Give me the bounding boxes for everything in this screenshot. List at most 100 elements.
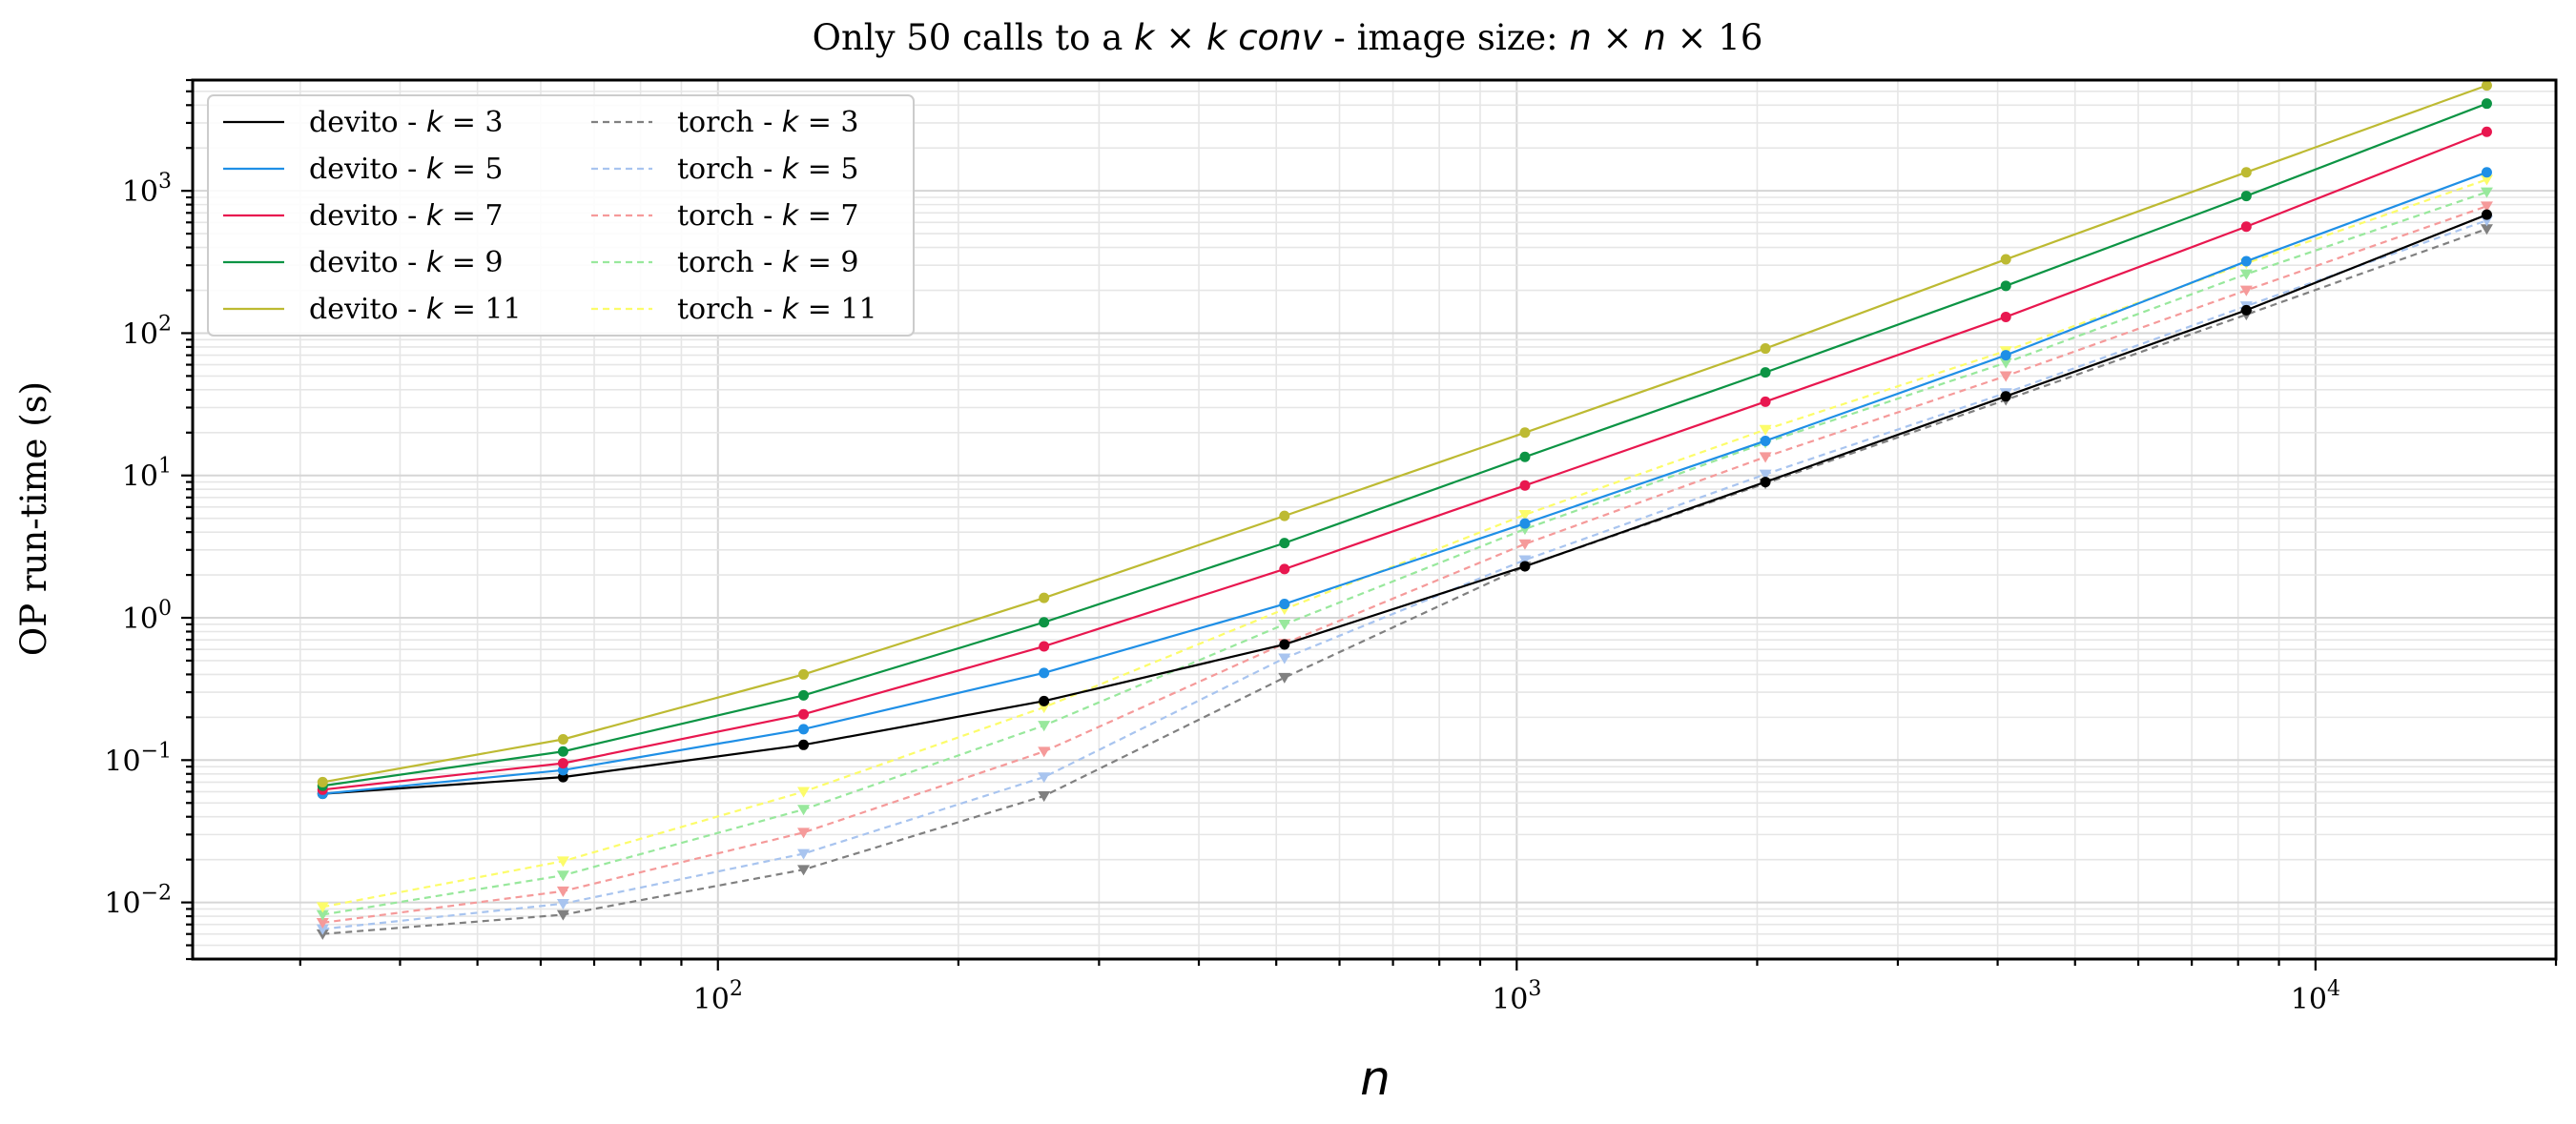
data-point: [2000, 254, 2011, 265]
series-line: [322, 191, 2487, 916]
data-point: [1519, 518, 1531, 529]
x-tick-label: 102: [693, 977, 743, 1016]
data-point: [2239, 285, 2253, 296]
x-axis-label: n: [1360, 1051, 1391, 1106]
data-point: [2481, 126, 2492, 137]
data-point: [1760, 343, 1771, 355]
data-point: [1038, 772, 1051, 784]
legend-label: torch - k = 3: [677, 106, 858, 139]
data-point: [316, 924, 329, 935]
data-point: [2481, 209, 2492, 220]
y-tick-label: 101: [122, 455, 172, 494]
data-point: [1278, 653, 1291, 664]
data-point: [1279, 538, 1290, 549]
legend-item: torch - k = 5: [591, 153, 858, 186]
legend-item: torch - k = 11: [591, 293, 877, 326]
y-tick-label: 102: [122, 312, 172, 351]
data-point: [2239, 269, 2253, 280]
series-line: [322, 131, 2487, 791]
data-point: [1519, 480, 1531, 491]
data-point: [1039, 641, 1050, 652]
series-line: [322, 102, 2487, 787]
data-point: [556, 886, 569, 897]
series-line: [322, 205, 2487, 924]
data-point: [1760, 477, 1771, 488]
legend-label: devito - k = 9: [309, 246, 504, 279]
legend-label: devito - k = 7: [309, 199, 504, 233]
axes: 102 103 104 10−2 10−1 100 101 102 103: [104, 78, 2558, 1016]
x-tick-label: 103: [1492, 977, 1541, 1016]
y-tick-label: 103: [122, 170, 172, 209]
data-point: [1038, 703, 1051, 714]
legend: devito - k = 3 devito - k = 5 devito - k =…: [207, 94, 915, 337]
series-torch-k-11: [316, 174, 2493, 913]
series-line: [322, 178, 2487, 909]
chart-title: Only 50 calls to a k × k conv - image si…: [813, 17, 1763, 58]
data-point: [1760, 367, 1771, 378]
legend-label: torch - k = 11: [677, 293, 877, 326]
series-torch-k-7: [316, 201, 2493, 930]
data-point: [1760, 435, 1771, 446]
legend-item: devito - k = 11: [223, 293, 522, 326]
y-tick-label: 100: [122, 597, 172, 636]
data-point: [1039, 592, 1050, 603]
data-point: [316, 909, 329, 921]
data-point: [2240, 221, 2252, 233]
data-point: [1038, 721, 1051, 732]
series-torch-k-5: [316, 215, 2493, 935]
data-point: [556, 899, 569, 910]
data-point: [556, 909, 569, 921]
data-point: [1518, 539, 1532, 550]
series-devito-k-5: [317, 167, 2492, 800]
data-point: [1279, 510, 1290, 521]
data-point: [2240, 255, 2252, 267]
data-point: [2240, 304, 2252, 316]
data-point: [557, 758, 568, 769]
data-point: [1760, 396, 1771, 407]
data-point: [2480, 224, 2493, 235]
grid-lines: [193, 79, 2557, 960]
data-point: [2481, 98, 2492, 110]
data-point: [1038, 746, 1051, 758]
legend-label: devito - k = 11: [309, 293, 522, 326]
data-point: [797, 787, 811, 798]
data-point: [557, 733, 568, 745]
legend-item: devito - k = 7: [223, 199, 504, 233]
data-point: [1999, 358, 2012, 369]
data-point: [1519, 451, 1531, 462]
series-line: [322, 219, 2487, 930]
y-tick-label: 10−1: [104, 739, 172, 778]
data-point: [798, 668, 810, 680]
legend-box: [207, 94, 915, 337]
data-point: [2000, 350, 2011, 361]
series-layer: [316, 80, 2493, 940]
data-point: [316, 902, 329, 913]
series-devito-k-11: [317, 80, 2492, 787]
data-point: [2000, 280, 2011, 292]
data-point: [797, 828, 811, 839]
data-point: [556, 870, 569, 882]
data-point: [1759, 469, 1772, 480]
data-point: [2000, 311, 2011, 322]
data-point: [797, 805, 811, 816]
data-point: [2481, 80, 2492, 92]
data-point: [1759, 452, 1772, 463]
data-point: [2240, 167, 2252, 178]
data-point: [557, 746, 568, 757]
legend-item: devito - k = 3: [223, 106, 504, 139]
data-point: [1279, 639, 1290, 650]
legend-label: devito - k = 3: [309, 106, 504, 139]
legend-label: torch - k = 5: [677, 153, 858, 186]
data-point: [1038, 791, 1051, 803]
data-point: [1279, 599, 1290, 610]
data-point: [2240, 191, 2252, 202]
series-line: [322, 214, 2487, 795]
data-point: [2480, 187, 2493, 198]
data-point: [2480, 201, 2493, 213]
data-point: [1759, 424, 1772, 436]
series-line: [322, 228, 2487, 935]
plot-frame: [191, 78, 2558, 961]
data-point: [2481, 167, 2492, 178]
